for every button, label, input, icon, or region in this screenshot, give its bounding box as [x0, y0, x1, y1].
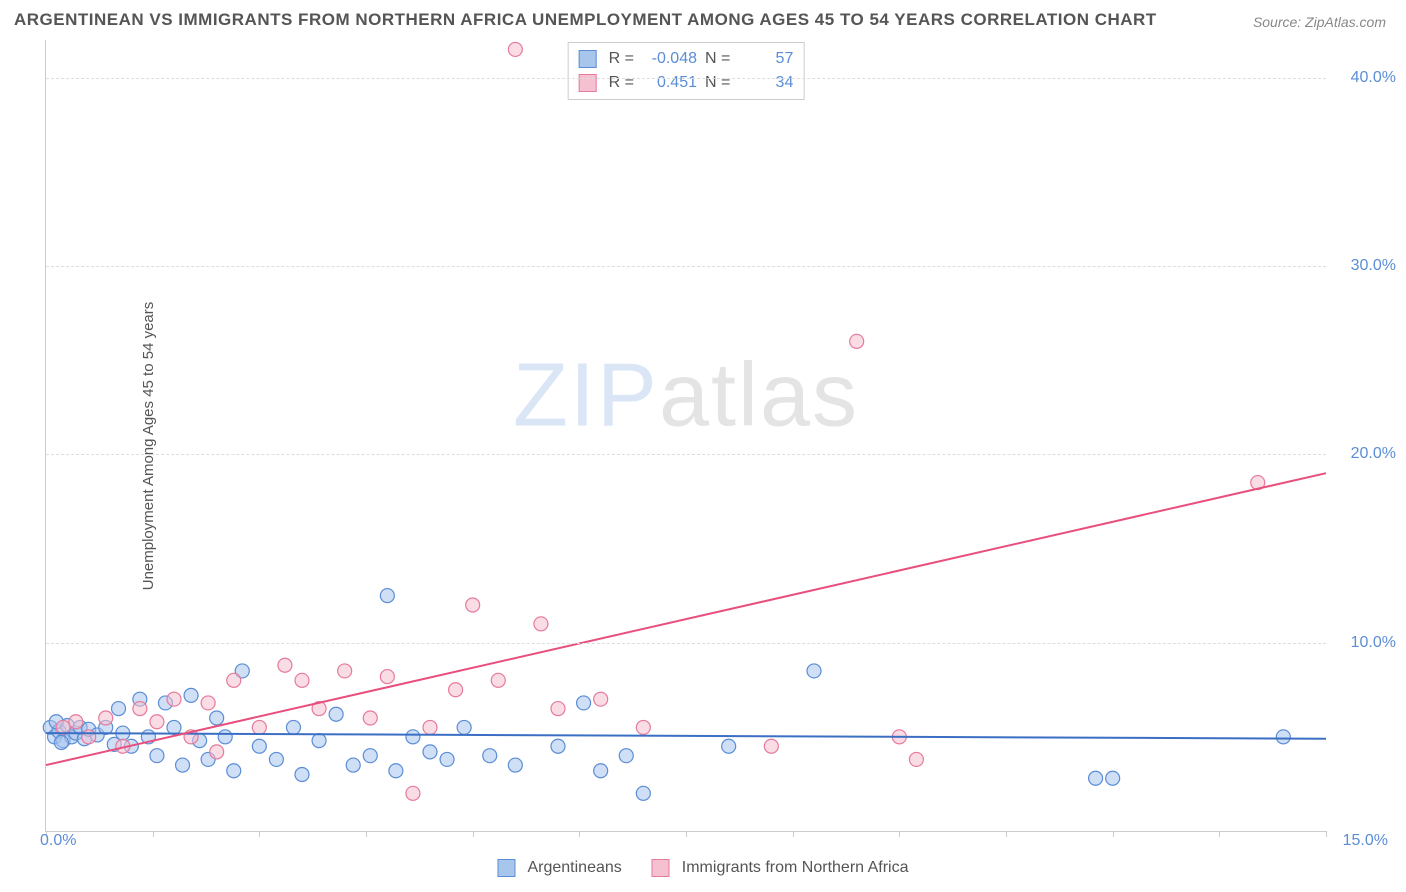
stats-row-2: R = 0.451 N = 34 — [579, 71, 794, 95]
legend-label-1: Argentineans — [527, 859, 621, 877]
plot-area: ZIPatlas R = -0.048 N = 57 R = 0.451 N =… — [45, 40, 1326, 832]
y-tick-label: 10.0% — [1351, 634, 1396, 652]
stats-row-1: R = -0.048 N = 57 — [579, 47, 794, 71]
legend-item-2: Immigrants from Northern Africa — [652, 859, 909, 877]
legend-item-1: Argentineans — [497, 859, 621, 877]
x-tick-min: 0.0% — [40, 832, 76, 850]
chart-svg — [46, 40, 1326, 831]
swatch-series1 — [579, 50, 597, 68]
chart-title: ARGENTINEAN VS IMMIGRANTS FROM NORTHERN … — [14, 10, 1157, 30]
legend-label-2: Immigrants from Northern Africa — [682, 859, 909, 877]
y-tick-label: 20.0% — [1351, 445, 1396, 463]
legend-swatch-2 — [652, 859, 670, 877]
y-tick-label: 30.0% — [1351, 257, 1396, 275]
bottom-legend: Argentineans Immigrants from Northern Af… — [497, 859, 908, 877]
x-tick-max: 15.0% — [1343, 832, 1388, 850]
y-tick-label: 40.0% — [1351, 69, 1396, 87]
correlation-stats-box: R = -0.048 N = 57 R = 0.451 N = 34 — [568, 42, 805, 100]
legend-swatch-1 — [497, 859, 515, 877]
source-attribution: Source: ZipAtlas.com — [1253, 14, 1386, 30]
